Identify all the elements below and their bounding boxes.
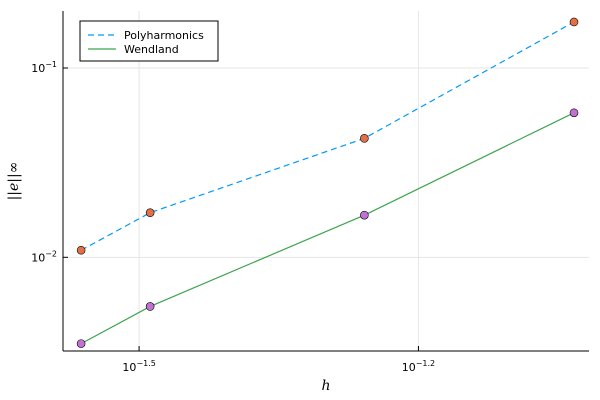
axes [62,11,589,352]
ticks: 10−1.5 10−1.2 10−2 10−1 [31,60,435,374]
data-point-polyharmonics [360,134,369,143]
series-group [80,21,575,345]
legend-box [79,20,219,62]
x-axis-label: h [321,378,330,394]
x-tick-label: 10−1.2 [402,359,435,374]
series-line-wendland [80,112,575,345]
y-tick-label: 10−1 [31,60,57,75]
y-axis-label: ||e||∞ [6,162,22,201]
data-point-wendland [76,339,86,348]
data-point-wendland [360,210,369,220]
data-point-polyharmonics [145,208,155,218]
legend-label-wendland: Wendland [124,43,179,56]
series-line-polyharmonics [80,21,575,251]
data-point-wendland [145,302,155,311]
legend-label-polyharmonics: Polyharmonics [124,29,204,42]
x-tick-label: 10−1.5 [122,359,155,374]
markers-group [76,17,579,348]
data-point-wendland [569,108,579,118]
grid [63,11,589,351]
data-point-polyharmonics [569,17,579,27]
legend: Polyharmonics Wendland [79,20,219,62]
y-tick-label: 10−2 [31,249,57,264]
data-point-polyharmonics [76,245,86,255]
